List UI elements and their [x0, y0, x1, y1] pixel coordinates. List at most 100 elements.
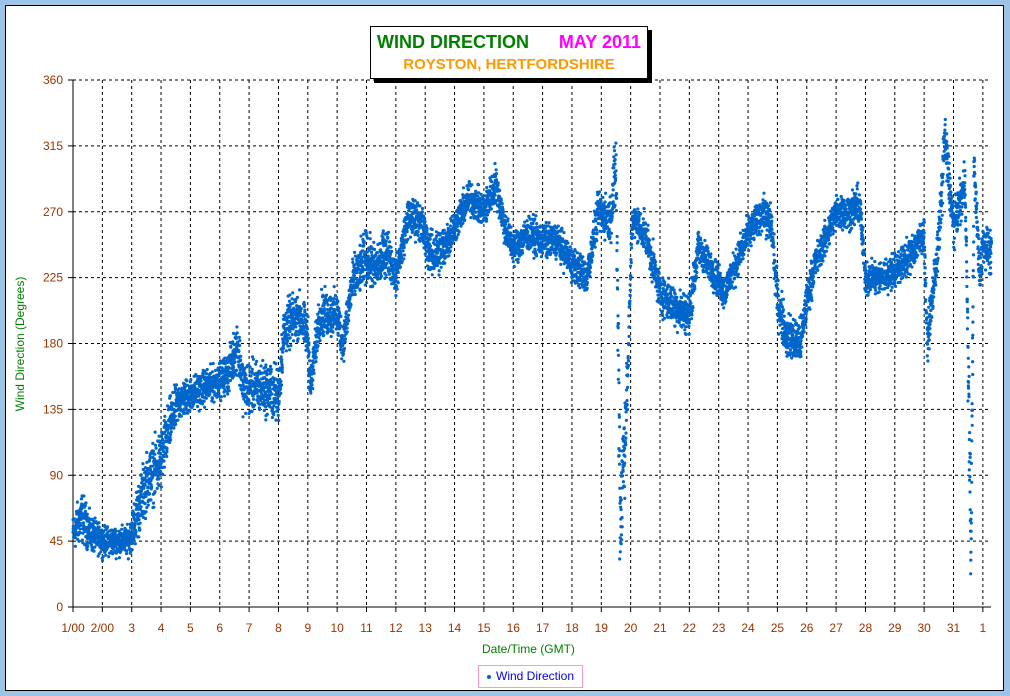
- data-point: [304, 348, 308, 352]
- data-point: [610, 193, 615, 197]
- data-point: [331, 325, 335, 329]
- data-point: [287, 319, 291, 323]
- data-point: [618, 425, 622, 429]
- data-point: [306, 336, 310, 340]
- data-point: [578, 286, 582, 290]
- data-point: [164, 420, 168, 424]
- data-point: [595, 228, 599, 232]
- data-point: [545, 256, 549, 260]
- data-point: [281, 350, 285, 354]
- data-point: [306, 315, 310, 319]
- data-point: [588, 274, 592, 278]
- data-point: [291, 291, 295, 295]
- data-point: [615, 268, 619, 272]
- data-point: [291, 327, 295, 331]
- data-point: [333, 293, 338, 298]
- data-point: [156, 470, 160, 475]
- data-point: [619, 533, 624, 537]
- data-point: [416, 233, 420, 237]
- data-point: [272, 410, 276, 414]
- data-point: [165, 454, 169, 459]
- data-point: [353, 254, 357, 258]
- data-point: [83, 509, 87, 513]
- data-point: [163, 414, 167, 418]
- data-point: [616, 314, 620, 318]
- data-point: [498, 188, 502, 193]
- x-tick-label: 3: [128, 621, 135, 635]
- data-point: [357, 277, 362, 282]
- data-point: [290, 333, 294, 337]
- data-point: [232, 365, 236, 369]
- data-point: [442, 228, 446, 232]
- data-point: [279, 383, 284, 387]
- data-point: [145, 506, 149, 510]
- data-point: [292, 306, 296, 310]
- data-point: [448, 249, 452, 253]
- data-point: [101, 530, 106, 534]
- data-point: [79, 497, 84, 501]
- data-point: [195, 374, 199, 378]
- data-point: [209, 362, 213, 366]
- data-point: [268, 397, 272, 401]
- data-point: [92, 549, 96, 553]
- data-point: [255, 359, 259, 363]
- data-point: [499, 198, 503, 202]
- data-point: [559, 262, 563, 266]
- x-tick-label: 14: [448, 621, 462, 635]
- data-point: [157, 483, 161, 488]
- data-point: [339, 314, 343, 318]
- data-point: [418, 204, 422, 208]
- data-point: [157, 434, 161, 438]
- data-point: [170, 403, 174, 408]
- data-point: [299, 307, 303, 311]
- data-point: [428, 244, 432, 248]
- data-point: [474, 190, 478, 194]
- data-point: [351, 257, 355, 261]
- data-point: [448, 224, 453, 228]
- data-point: [394, 276, 398, 280]
- data-point: [249, 374, 253, 378]
- data-point: [362, 232, 366, 236]
- data-point: [338, 312, 342, 316]
- x-tick-label: 5: [187, 621, 194, 635]
- data-point: [286, 344, 290, 348]
- data-point: [352, 274, 356, 278]
- data-point: [260, 371, 264, 375]
- data-point: [136, 490, 140, 494]
- data-point: [132, 535, 136, 539]
- data-point: [99, 550, 103, 554]
- data-point: [149, 468, 153, 472]
- data-point: [227, 366, 231, 370]
- data-point: [158, 451, 163, 456]
- data-point: [153, 430, 157, 434]
- data-point: [323, 284, 327, 289]
- data-point: [274, 362, 278, 366]
- data-point: [84, 501, 88, 505]
- data-point: [288, 293, 292, 297]
- data-point: [233, 360, 237, 364]
- data-point: [338, 321, 342, 325]
- data-point: [620, 515, 624, 520]
- data-point: [418, 239, 422, 243]
- data-point: [278, 387, 283, 391]
- data-point: [104, 553, 108, 557]
- data-point: [461, 186, 466, 190]
- data-point: [280, 358, 284, 362]
- data-point: [541, 251, 545, 255]
- x-tick-label: 7: [246, 621, 253, 635]
- data-point: [473, 210, 478, 214]
- data-point: [291, 301, 295, 305]
- data-point: [139, 505, 143, 509]
- data-point: [212, 400, 216, 404]
- data-point: [581, 255, 585, 259]
- data-point: [555, 251, 559, 255]
- data-point: [338, 348, 343, 352]
- data-point: [83, 504, 87, 508]
- data-point: [270, 415, 274, 420]
- data-point: [311, 364, 315, 369]
- data-point: [157, 477, 161, 481]
- data-point: [420, 210, 424, 214]
- data-point: [241, 383, 245, 387]
- data-point: [342, 359, 346, 363]
- data-point: [612, 166, 616, 170]
